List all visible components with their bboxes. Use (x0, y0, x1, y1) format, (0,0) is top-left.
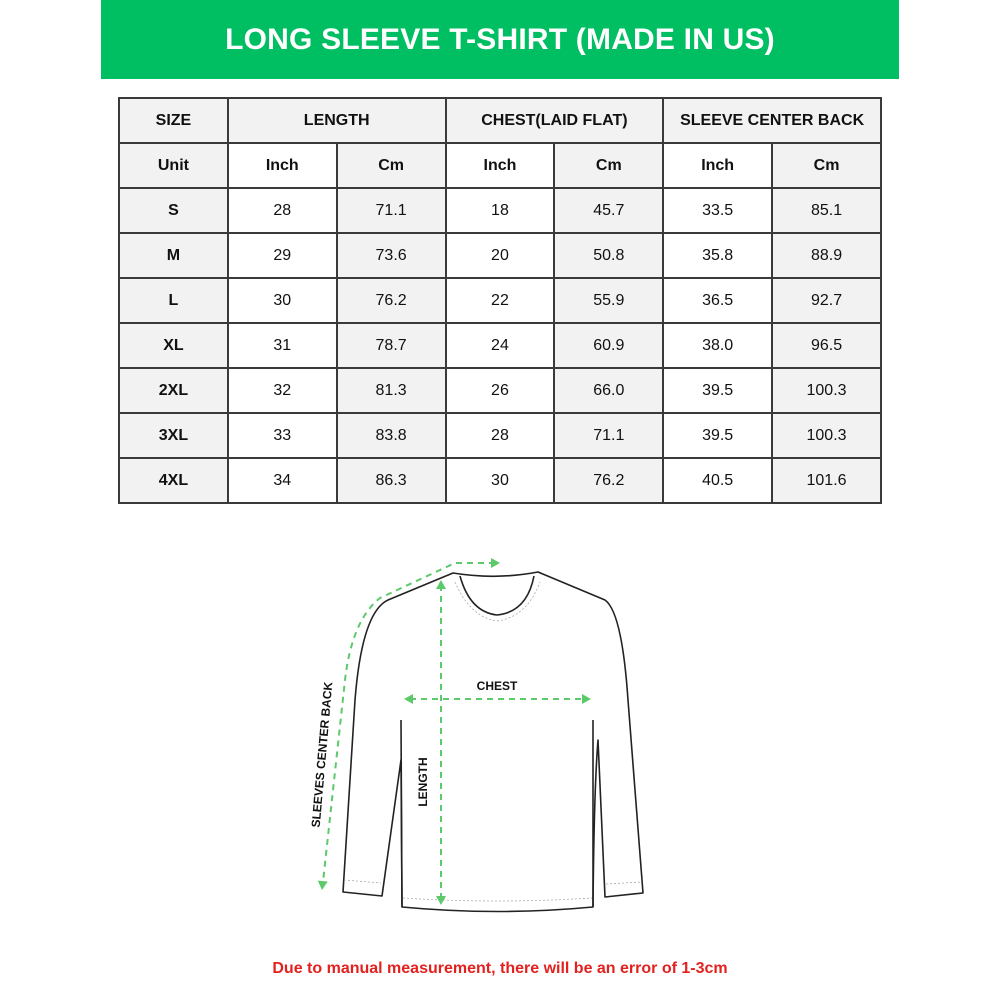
table-cell: 45.7 (553, 187, 665, 234)
table-cell: 71.1 (553, 412, 665, 459)
length-label: LENGTH (416, 757, 430, 806)
table-cell: S (118, 187, 229, 234)
measurement-arrows (322, 562, 585, 900)
table-cell: 30 (444, 457, 556, 504)
table-cell: Unit (118, 142, 229, 189)
table-cell: 26 (444, 367, 556, 414)
table-cell: 20 (444, 232, 556, 279)
table-cell: 39.5 (662, 412, 774, 459)
table-cell: 32 (226, 367, 338, 414)
table-cell: 4XL (118, 457, 229, 504)
table-cell: Inch (444, 142, 556, 189)
title-banner: LONG SLEEVE T-SHIRT (MADE IN US) (101, 0, 899, 79)
table-cell: 50.8 (553, 232, 665, 279)
unit-row: Unit Inch Cm Inch Cm Inch Cm (118, 142, 882, 189)
table-cell: 38.0 (662, 322, 774, 369)
table-cell: 81.3 (335, 367, 447, 414)
header-size: SIZE (118, 97, 229, 144)
sleeve-label: SLEEVES CENTER BACK (309, 681, 336, 828)
table-cell: 31 (226, 322, 338, 369)
table-row: 2XL 32 81.3 26 66.0 39.5 100.3 (118, 367, 882, 414)
table-cell: 34 (226, 457, 338, 504)
table-cell: 71.1 (335, 187, 447, 234)
table-cell: 24 (444, 322, 556, 369)
table-cell: 36.5 (662, 277, 774, 324)
table-cell: XL (118, 322, 229, 369)
table-row: S 28 71.1 18 45.7 33.5 85.1 (118, 187, 882, 234)
table-cell: 40.5 (662, 457, 774, 504)
table-cell: Inch (226, 142, 338, 189)
table-cell: 96.5 (771, 322, 882, 369)
table-cell: 66.0 (553, 367, 665, 414)
table-cell: Cm (553, 142, 665, 189)
table-cell: 92.7 (771, 277, 882, 324)
table-cell: 30 (226, 277, 338, 324)
table-row: M 29 73.6 20 50.8 35.8 88.9 (118, 232, 882, 279)
table-row: 3XL 33 83.8 28 71.1 39.5 100.3 (118, 412, 882, 459)
table-cell: 60.9 (553, 322, 665, 369)
table-cell: 73.6 (335, 232, 447, 279)
arrowhead-icon (582, 694, 591, 704)
table-cell: 100.3 (771, 367, 882, 414)
shirt-outline (342, 571, 644, 913)
table-cell: 76.2 (553, 457, 665, 504)
table-cell: L (118, 277, 229, 324)
table-cell: 2XL (118, 367, 229, 414)
table-cell: 100.3 (771, 412, 882, 459)
table-cell: 33 (226, 412, 338, 459)
measurement-note: Due to manual measurement, there will be… (272, 960, 728, 977)
group-header-row: SIZE LENGTH CHEST(LAID FLAT) SLEEVE CENT… (118, 97, 882, 144)
table-row: 4XL 34 86.3 30 76.2 40.5 101.6 (118, 457, 882, 504)
table-cell: 83.8 (335, 412, 447, 459)
arrowhead-icon (436, 580, 446, 589)
table-cell: Inch (662, 142, 774, 189)
table-cell: 33.5 (662, 187, 774, 234)
page-title: LONG SLEEVE T-SHIRT (MADE IN US) (225, 22, 775, 56)
table-row: XL 31 78.7 24 60.9 38.0 96.5 (118, 322, 882, 369)
table-cell: 28 (226, 187, 338, 234)
chest-label: CHEST (477, 679, 518, 693)
table-cell: 85.1 (771, 187, 882, 234)
arrowhead-icon (491, 558, 500, 568)
arrowhead-icon (404, 694, 413, 704)
table-cell: 39.5 (662, 367, 774, 414)
table-cell: 35.8 (662, 232, 774, 279)
table-cell: M (118, 232, 229, 279)
table-cell: 18 (444, 187, 556, 234)
table-cell: 78.7 (335, 322, 447, 369)
table-cell: 3XL (118, 412, 229, 459)
table-cell: 55.9 (553, 277, 665, 324)
table-cell: 86.3 (335, 457, 447, 504)
header-chest: CHEST(LAID FLAT) (444, 97, 665, 144)
table-cell: 88.9 (771, 232, 882, 279)
table-cell: 76.2 (335, 277, 447, 324)
arrowhead-icon (317, 880, 328, 890)
table-cell: 28 (444, 412, 556, 459)
table-cell: Cm (771, 142, 882, 189)
header-length: LENGTH (226, 97, 447, 144)
table-row: L 30 76.2 22 55.9 36.5 92.7 (118, 277, 882, 324)
table-cell: 101.6 (771, 457, 882, 504)
arrowhead-icon (436, 896, 446, 905)
table-cell: Cm (335, 142, 447, 189)
table-cell: 29 (226, 232, 338, 279)
table-cell: 22 (444, 277, 556, 324)
header-sleeve: SLEEVE CENTER BACK (662, 97, 882, 144)
size-chart-table: SIZE LENGTH CHEST(LAID FLAT) SLEEVE CENT… (118, 97, 882, 504)
sleeve-arrow (322, 562, 495, 883)
